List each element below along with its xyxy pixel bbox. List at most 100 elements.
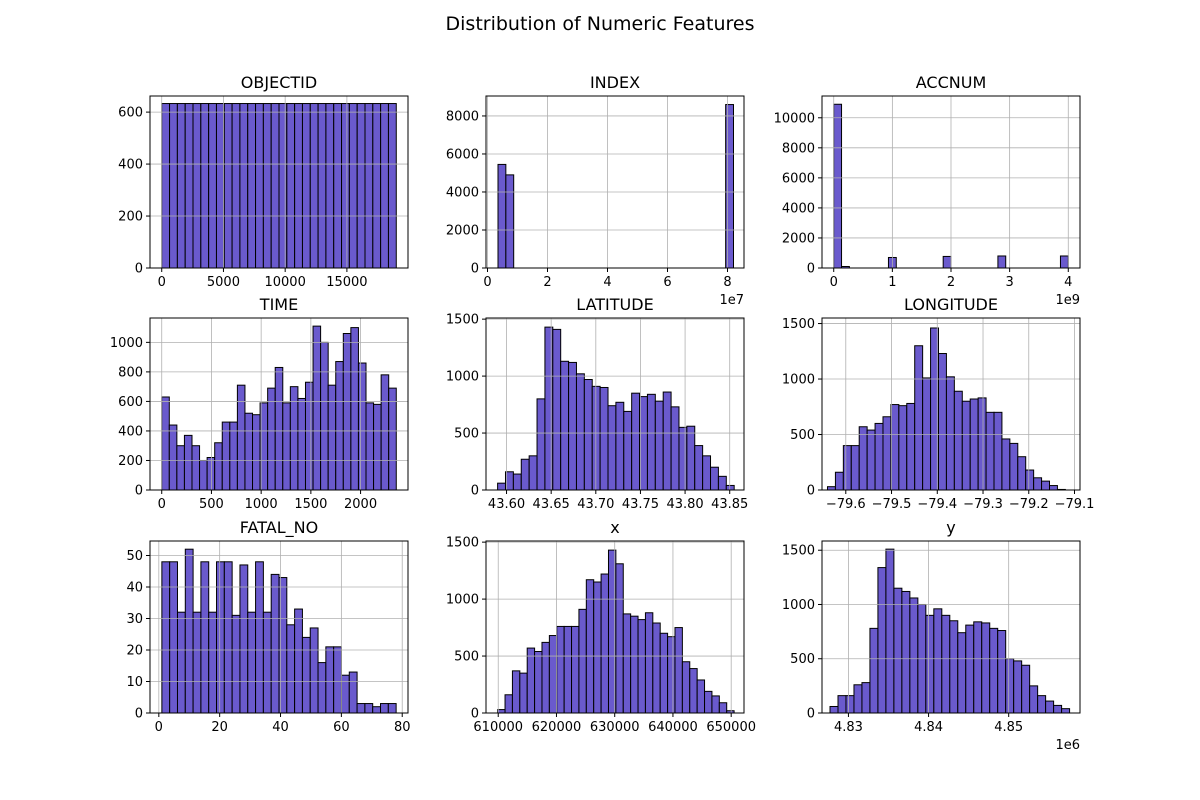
histogram-bar [297,397,306,491]
histogram-bar [829,705,839,714]
histogram-bar [667,636,676,714]
histogram-bar [1061,708,1071,714]
histogram-bar [342,333,352,491]
y-tick-label: 4000 [446,185,479,200]
histogram-bar [674,627,683,714]
y-tick-label: 500 [454,650,479,665]
y-tick-label: 600 [118,106,143,121]
x-tick-label: 4.84 [914,720,943,735]
histogram-bar [885,548,895,714]
histogram-bar [333,646,342,714]
histogram-bar [874,422,884,491]
y-tick-label: 2000 [782,231,815,246]
histogram-bar [247,611,257,714]
x-tick-label: 43.65 [533,497,570,512]
histogram-bar [252,414,261,491]
histogram-bar [200,561,210,714]
histogram-bar [901,590,911,714]
y-tick-label: 0 [471,484,479,499]
histogram-bar [717,475,727,491]
histogram-bar [646,393,656,491]
y-tick-label: 0 [807,707,815,722]
histogram-bar [922,377,932,491]
x-tick-label: 2 [543,275,551,290]
histogram-panel-fatal-no: FATAL_NO 0 20 40 60 80 0 10 20 30 40 50 [126,518,410,735]
histogram-bar [497,709,506,714]
histogram-bar [842,445,852,491]
x-tick-label: −79.4 [917,497,957,512]
histogram-bar [571,625,580,714]
histogram-bar [388,387,397,491]
histogram-bar [274,366,284,491]
y-tick-label: 0 [807,484,815,499]
histogram-bar [704,690,713,714]
histogram-bar [941,614,951,714]
histogram-bar [937,353,947,491]
y-tick-label: 500 [790,428,815,443]
histogram-bar [216,561,225,714]
histogram-bar [239,103,249,269]
histogram-bar [380,703,389,714]
y-tick-label: 0 [471,707,479,722]
histogram-panel-longitude: LONGITUDE −79.6 −79.5 −79.4 −79.3 −79.2 −79.1 0… [782,295,1095,512]
x-tick-label: 2000 [344,497,377,512]
histogram-bar [192,103,202,269]
histogram-bar [711,695,720,714]
histogram-bar [325,646,335,714]
histogram-bar [364,103,374,269]
histogram-bar [356,103,366,269]
histogram-panel-accnum: ACCNUM 0 1 2 3 4 0 2000 4000 6000 8000 10000 1e9 [774,73,1081,308]
x-tick-label: −79.5 [872,497,912,512]
histogram-bar [255,103,264,269]
panel-title: TIME [259,295,298,314]
histogram-bar [373,403,382,491]
histogram-bar [585,579,595,714]
histogram-bar [1009,442,1019,491]
histogram-bar [1013,660,1023,714]
histogram-bar [893,587,903,714]
histogram-bar [694,445,704,491]
histogram-bar [282,402,291,491]
histogram-bar [387,103,397,269]
y-tick-label: 1000 [446,370,479,385]
histogram-bar [942,255,952,269]
y-tick-label: 1500 [782,544,815,559]
histogram-bar [206,457,216,491]
x-tick-label: 4 [1064,275,1072,290]
histogram-bar [1033,477,1043,491]
histogram-bar [1005,658,1015,714]
histogram-bar [997,630,1007,714]
x-tick-label: 1 [888,275,896,290]
panel-title: LATITUDE [576,295,653,314]
panel-title: LONGITUDE [904,295,998,314]
histogram-bar [176,611,186,714]
histogram-bar [637,619,646,714]
x-tick-label: 8 [723,275,731,290]
histogram-bar [702,455,712,491]
histogram-bar [1021,664,1031,714]
histogram-bar [223,561,233,714]
histogram-bar [262,103,272,269]
y-tick-label: 20 [126,643,143,658]
histogram-bar [853,684,863,714]
histogram-bar [575,373,585,491]
histogram-bar [925,614,935,714]
histogram-bar [600,573,609,714]
y-tick-label: 0 [471,262,479,277]
y-tick-label: 1500 [446,536,479,551]
x-tick-label: −79.1 [1055,497,1095,512]
histogram-bar [536,398,546,491]
y-tick-label: 400 [118,424,143,439]
histogram-panel-x: x 610000 620000 630000 640000 650000 0 500 1000 1… [446,518,756,735]
x-tick-label: 650000 [706,720,756,735]
y-tick-label: 0 [135,262,143,277]
histogram-bar [184,103,194,269]
histogram-bar [861,682,871,714]
x-tick-label: 43.85 [711,497,748,512]
histogram-bar [953,390,963,491]
y-tick-label: 6000 [446,147,479,162]
histogram-bar [387,703,397,714]
histogram-bar [945,376,955,491]
histogram-bar [985,411,995,491]
